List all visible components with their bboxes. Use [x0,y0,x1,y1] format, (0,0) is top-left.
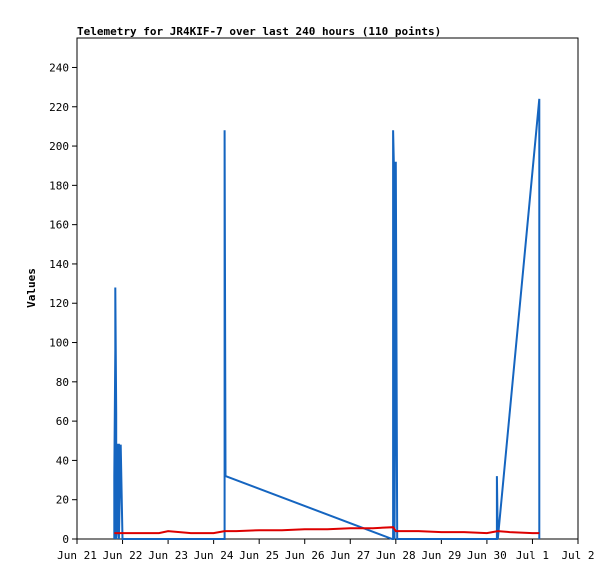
chart-title: Telemetry for JR4KIF-7 over last 240 hou… [77,25,441,38]
x-tick-label: Jun 24 [194,549,234,562]
y-tick-label: 140 [49,258,69,271]
y-tick-label: 120 [49,297,69,310]
x-tick-label: Jun 30 [467,549,507,562]
y-axis: 0 20 40 60 80 100 120 140 160 180 200 220 240 [49,61,77,546]
y-tick-label: 200 [49,140,69,153]
x-tick-label: Jun 29 [421,549,461,562]
x-axis: Jun 21 Jun 22 Jun 23 Jun 24 Jun 25 Jun 26 Jun … [57,539,595,562]
y-axis-label: Values [25,268,38,308]
y-tick-label: 80 [56,376,69,389]
x-tick-label: Jun 27 [330,549,370,562]
x-tick-label: Jul 1 [516,549,549,562]
y-tick-label: 100 [49,337,69,350]
x-tick-label: Jun 25 [239,549,279,562]
series-group [113,98,541,540]
x-tick-label: Jun 23 [148,549,188,562]
x-tick-label: Jun 21 [57,549,97,562]
series-line-2 [114,526,540,535]
y-tick-label: 20 [56,494,69,507]
x-tick-label: Jun 28 [376,549,416,562]
y-tick-label: 220 [49,101,69,114]
plot-frame [76,37,579,540]
y-tick-label: 60 [56,415,69,428]
y-tick-label: 240 [49,61,69,74]
x-tick-label: Jul 2 [561,549,594,562]
y-tick-label: 0 [62,533,69,546]
y-tick-label: 160 [49,219,69,232]
x-tick-label: Jun 26 [285,549,325,562]
series-line-1 [113,98,541,540]
x-tick-label: Jun 22 [103,549,143,562]
y-tick-label: 40 [56,454,69,467]
y-tick-label: 180 [49,179,69,192]
